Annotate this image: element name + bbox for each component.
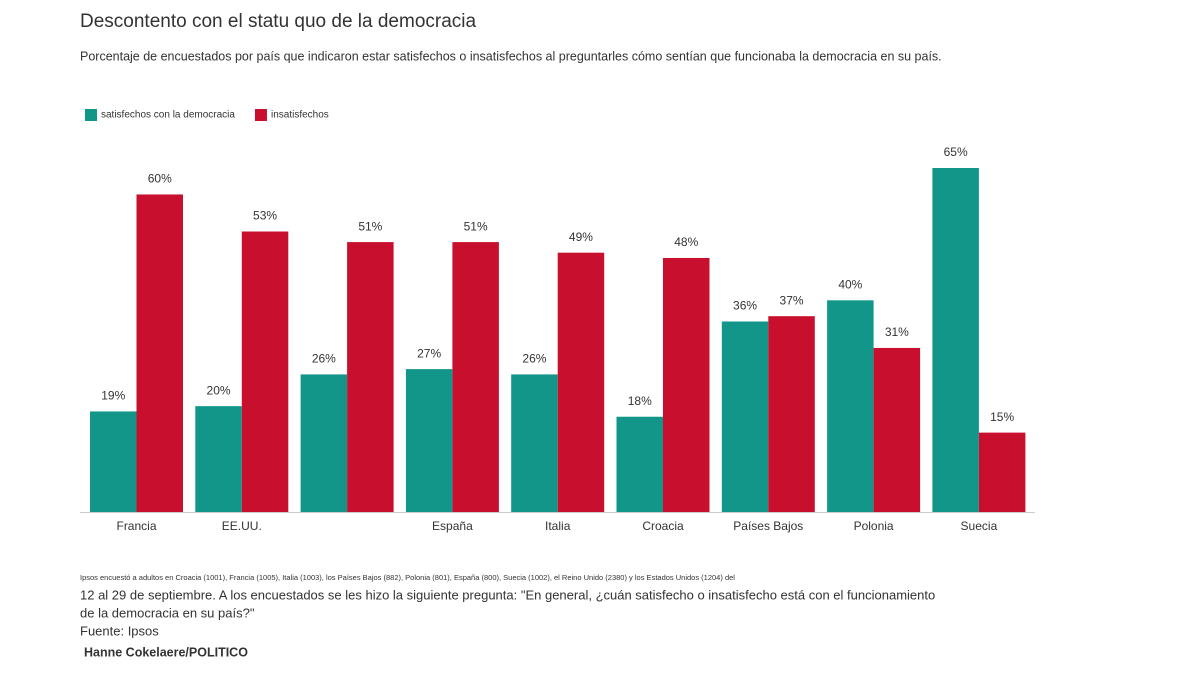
- value-label: 51%: [464, 219, 488, 233]
- bar: [616, 416, 663, 512]
- note: Fuente: Ipsos: [80, 623, 159, 638]
- bar: [978, 432, 1026, 512]
- value-label: 36%: [733, 299, 757, 313]
- bar: [511, 374, 558, 512]
- bar: [557, 252, 605, 512]
- value-label: 19%: [101, 389, 125, 403]
- value-label: 51%: [358, 219, 382, 233]
- note: de la democracia en su país?": [80, 605, 255, 620]
- value-label: 27%: [417, 346, 441, 360]
- bar: [873, 347, 921, 512]
- note: Ipsos encuestó a adultos en Croacia (100…: [80, 573, 735, 582]
- legend-label: satisfechos con la democracia: [101, 110, 235, 121]
- chart-subtitle: Porcentaje de encuestados por país que i…: [80, 49, 942, 63]
- bar: [663, 257, 710, 512]
- x-tick-label: Países Bajos: [733, 519, 803, 533]
- bar: [241, 231, 289, 512]
- bar: [90, 411, 137, 512]
- credit: Hanne Cokelaere/POLITICO: [84, 645, 248, 659]
- x-tick-label: EE.UU.: [222, 519, 262, 533]
- x-tick-label: Italia: [545, 519, 571, 533]
- value-label: 26%: [312, 352, 336, 366]
- x-tick-label: Francia: [116, 519, 156, 533]
- bar: [452, 242, 499, 513]
- x-tick-label: Suecia: [961, 519, 998, 533]
- legend-swatch: [254, 109, 267, 121]
- value-label: 18%: [628, 394, 652, 408]
- value-label: 20%: [207, 383, 231, 397]
- value-label: 37%: [780, 293, 804, 307]
- bar: [932, 168, 979, 512]
- bar: [827, 300, 874, 512]
- bar: [195, 406, 242, 512]
- value-label: 65%: [944, 145, 968, 159]
- x-tick-label: Croacia: [642, 519, 684, 533]
- value-label: 49%: [569, 230, 593, 244]
- x-tick-label: Polonia: [854, 519, 894, 533]
- chart-title: Descontento con el statu quo de la democ…: [80, 11, 477, 32]
- bar: [300, 374, 348, 512]
- note: 12 al 29 de septiembre. A los encuestado…: [80, 587, 935, 602]
- bar: [768, 316, 815, 512]
- bar: [347, 242, 394, 513]
- value-label: 15%: [990, 410, 1014, 424]
- value-label: 26%: [522, 352, 546, 366]
- bar: [136, 194, 183, 512]
- x-tick-label: España: [432, 519, 473, 533]
- bar: [721, 321, 769, 512]
- bar: [405, 369, 453, 512]
- value-label: 40%: [838, 277, 862, 291]
- value-label: 53%: [253, 209, 277, 223]
- value-label: 31%: [885, 325, 909, 339]
- value-label: 48%: [674, 235, 698, 249]
- value-label: 60%: [148, 172, 172, 186]
- legend-label: insatisfechos: [271, 110, 329, 121]
- legend-swatch: [85, 109, 97, 121]
